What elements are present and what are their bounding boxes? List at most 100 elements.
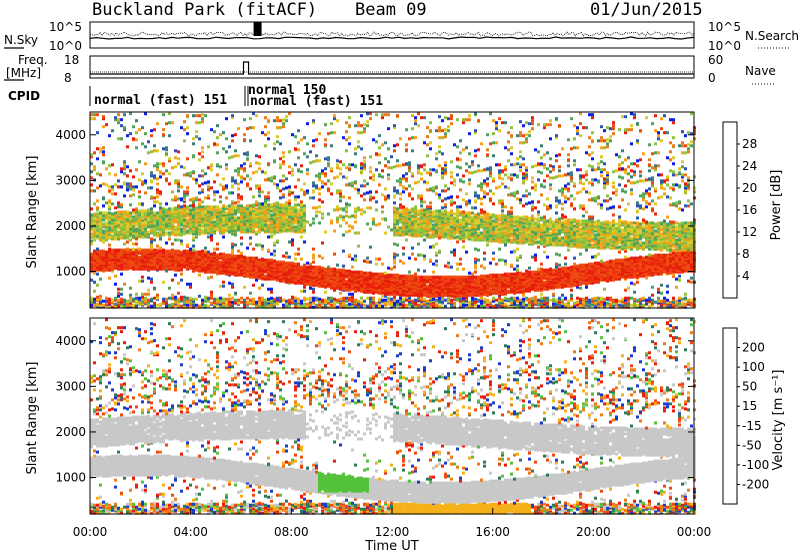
heatmap-cell [117,218,120,221]
heatmap-cell [252,284,255,287]
cpid-label: CPID [8,89,40,103]
heatmap-cell [402,247,405,250]
heatmap-cell [123,249,126,252]
heatmap-cell [192,177,195,180]
heatmap-cell [177,250,180,253]
heatmap-cell [396,220,399,223]
heatmap-cell [333,285,336,288]
heatmap-cell [129,112,132,115]
heatmap-cell [186,205,189,208]
heatmap-cell [234,179,237,182]
heatmap-cell [258,300,261,303]
heatmap-cell [288,299,291,302]
heatmap-cell [141,293,144,296]
heatmap-cell [126,223,129,226]
heatmap-cell [138,178,141,181]
heatmap-cell [303,204,306,207]
heatmap-cell [165,224,168,227]
heatmap-cell [213,193,216,196]
heatmap-cell [96,172,99,175]
heatmap-cell [279,142,282,145]
heatmap-cell [195,114,198,117]
heatmap-cell [291,133,294,136]
heatmap-cell [357,271,360,274]
heatmap-cell [228,294,231,297]
heatmap-cell [177,197,180,200]
heatmap-cell [396,300,399,303]
heatmap-cell [285,115,288,118]
heatmap-cell [402,234,405,237]
heatmap-cell [198,205,201,208]
heatmap-cell [177,298,180,301]
heatmap-cell [195,304,198,307]
heatmap-cell [129,132,132,135]
heatmap-cell [402,163,405,166]
heatmap-cell [102,300,105,303]
heatmap-cell [276,140,279,143]
heatmap-cell [219,200,222,203]
heatmap-cell [312,254,315,257]
heatmap-cell [123,172,126,175]
heatmap-cell [111,202,114,205]
heatmap-cell [285,252,288,255]
heatmap-cell [120,229,123,232]
nsky-panel [90,22,694,48]
heatmap-cell [228,271,231,274]
heatmap-cell [348,297,351,300]
heatmap-cell [315,159,318,162]
heatmap-cell [285,262,288,265]
heatmap-cell [99,173,102,176]
heatmap-cell [354,255,357,258]
heatmap-cell [249,237,252,240]
heatmap-cell [93,250,96,253]
heatmap-cell [255,257,258,260]
heatmap-cell [141,210,144,213]
heatmap-cell [366,120,369,123]
heatmap-cell [219,195,222,198]
heatmap-cell [243,206,246,209]
heatmap-cell [246,274,249,277]
heatmap-cell [174,239,177,242]
heatmap-cell [309,276,312,279]
freq-label: Freq. [18,53,48,67]
heatmap-cell [318,298,321,301]
heatmap-cell [366,206,369,209]
heatmap-cell [300,138,303,141]
heatmap-cell [126,174,129,177]
heatmap-cell [144,179,147,182]
heatmap-cell [102,146,105,149]
heatmap-cell [99,250,102,253]
heatmap-cell [144,256,147,259]
heatmap-cell [384,113,387,116]
heatmap-cell [273,142,276,145]
heatmap-cell [255,154,258,157]
heatmap-cell [123,211,126,214]
heatmap-cell [363,192,366,195]
heatmap-cell [282,155,285,158]
heatmap-cell [294,226,297,229]
heatmap-cell [156,122,159,125]
heatmap-cell [213,252,216,255]
heatmap-cell [207,185,210,188]
heatmap-cell [210,213,213,216]
heatmap-cell [225,219,228,222]
heatmap-cell [189,248,192,251]
heatmap-cell [147,289,150,292]
heatmap-cell [135,168,138,171]
heatmap-cell [192,137,195,140]
heatmap-cell [318,255,321,258]
heatmap-cell [180,240,183,243]
heatmap-cell [150,216,153,219]
heatmap-cell [279,163,282,166]
heatmap-cell [333,117,336,120]
heatmap-cell [300,300,303,303]
heatmap-cell [363,184,366,187]
heatmap-cell [363,272,366,275]
heatmap-cell [237,167,240,170]
heatmap-cell [354,215,357,218]
heatmap-cell [213,190,216,193]
heatmap-cell [156,188,159,191]
heatmap-cell [318,205,321,208]
heatmap-cell [189,297,192,300]
heatmap-cell [213,248,216,251]
